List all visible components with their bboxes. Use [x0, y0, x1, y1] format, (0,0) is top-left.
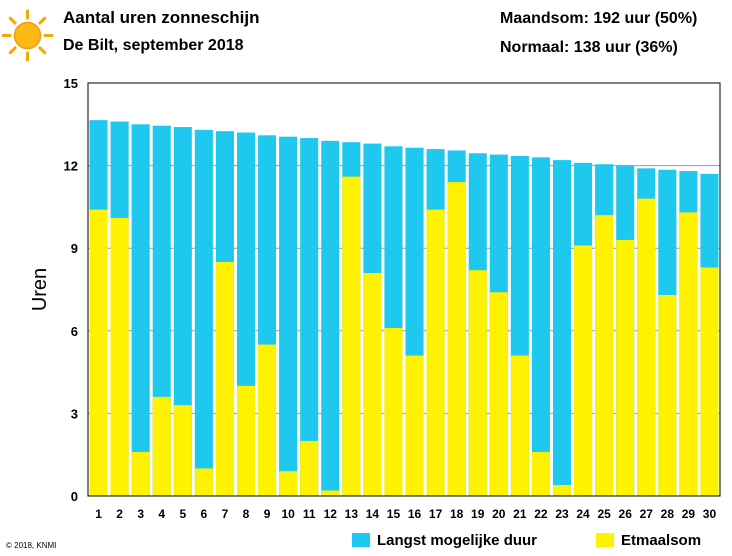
x-tick-label: 3 [137, 507, 144, 521]
x-tick-label: 21 [513, 507, 527, 521]
bar-max-duration [321, 140, 340, 496]
y-tick-label: 6 [71, 324, 78, 339]
x-tick-label: 14 [366, 507, 380, 521]
x-tick-label: 18 [450, 507, 464, 521]
x-tick-label: 10 [281, 507, 295, 521]
bar-daily-total [279, 471, 298, 496]
bar-daily-total [173, 405, 192, 496]
x-tick-label: 13 [345, 507, 359, 521]
x-tick-label: 7 [222, 507, 229, 521]
x-tick-label: 1 [95, 507, 102, 521]
legend-swatch-max-duration [352, 533, 370, 547]
x-tick-label: 25 [597, 507, 611, 521]
bar-daily-total [342, 176, 361, 496]
y-tick-label: 3 [71, 406, 78, 421]
x-tick-label: 17 [429, 507, 443, 521]
x-tick-label: 29 [682, 507, 696, 521]
bar-daily-total [236, 385, 256, 496]
x-tick-label: 19 [471, 507, 485, 521]
x-tick-label: 16 [408, 507, 422, 521]
bar-daily-total [552, 484, 572, 496]
bar-daily-total [152, 396, 171, 496]
bar-daily-total [531, 451, 550, 496]
chart-subtitle: De Bilt, september 2018 [63, 37, 244, 54]
bar-daily-total [574, 245, 593, 496]
x-tick-label: 30 [703, 507, 717, 521]
bar-max-duration [552, 160, 572, 497]
y-tick-label: 12 [64, 159, 78, 174]
bar-daily-total [468, 270, 487, 496]
legend-label-daily-total: Etmaalsom [621, 532, 701, 549]
x-tick-label: 23 [555, 507, 569, 521]
bar-max-duration [279, 136, 298, 496]
bar-max-duration [194, 129, 213, 496]
bar-daily-total [679, 212, 698, 496]
bar-max-duration [300, 138, 319, 497]
bar-daily-total [489, 292, 508, 496]
x-tick-label: 24 [576, 507, 590, 521]
x-tick-label: 5 [179, 507, 186, 521]
sun-icon [0, 8, 55, 68]
chart-title: Aantal uren zonneschijn [63, 8, 260, 27]
x-tick-label: 12 [324, 507, 338, 521]
bar-daily-total [426, 209, 445, 497]
x-tick-label: 15 [387, 507, 401, 521]
bar-daily-total [405, 355, 424, 496]
bar-daily-total [595, 215, 614, 496]
bar-daily-total [89, 209, 108, 497]
y-tick-label: 0 [71, 489, 78, 504]
bar-daily-total [384, 328, 403, 496]
bar-daily-total [258, 344, 277, 496]
x-tick-label: 4 [158, 507, 165, 521]
x-tick-label: 27 [640, 507, 654, 521]
y-axis-label: Uren [29, 268, 51, 311]
x-tick-label: 26 [619, 507, 633, 521]
normal-value: Normaal: 138 uur (36%) [500, 39, 678, 56]
bar-max-duration [173, 127, 192, 496]
y-tick-label: 9 [71, 241, 78, 256]
bar-daily-total [658, 295, 677, 496]
x-tick-label: 6 [201, 507, 208, 521]
x-tick-label: 2 [116, 507, 123, 521]
bar-daily-total [110, 217, 129, 496]
x-tick-label: 8 [243, 507, 250, 521]
bar-daily-total [215, 261, 234, 496]
bar-daily-total [637, 198, 656, 496]
bar-daily-total [700, 267, 719, 496]
legend-swatch-daily-total [596, 533, 614, 547]
bar-daily-total [363, 272, 382, 496]
x-tick-label: 22 [534, 507, 548, 521]
bar-daily-total [510, 355, 529, 496]
bar-daily-total [131, 451, 150, 496]
monthly-total: Maandsom: 192 uur (50%) [500, 10, 698, 27]
bar-daily-total [194, 468, 213, 496]
legend-label-max-duration: Langst mogelijke duur [377, 532, 537, 549]
x-tick-label: 9 [264, 507, 271, 521]
plot-frame [87, 82, 721, 497]
x-tick-label: 20 [492, 507, 506, 521]
y-tick-label: 15 [64, 76, 78, 91]
x-tick-label: 11 [303, 507, 316, 521]
x-tick-label: 28 [661, 507, 675, 521]
bar-daily-total [300, 440, 319, 496]
bar-daily-total [321, 490, 340, 496]
bar-max-duration [131, 124, 150, 497]
copyright: © 2018, KNMI [6, 541, 57, 550]
bar-daily-total [616, 239, 635, 496]
bar-daily-total [447, 182, 466, 496]
bar-max-duration [531, 157, 550, 496]
